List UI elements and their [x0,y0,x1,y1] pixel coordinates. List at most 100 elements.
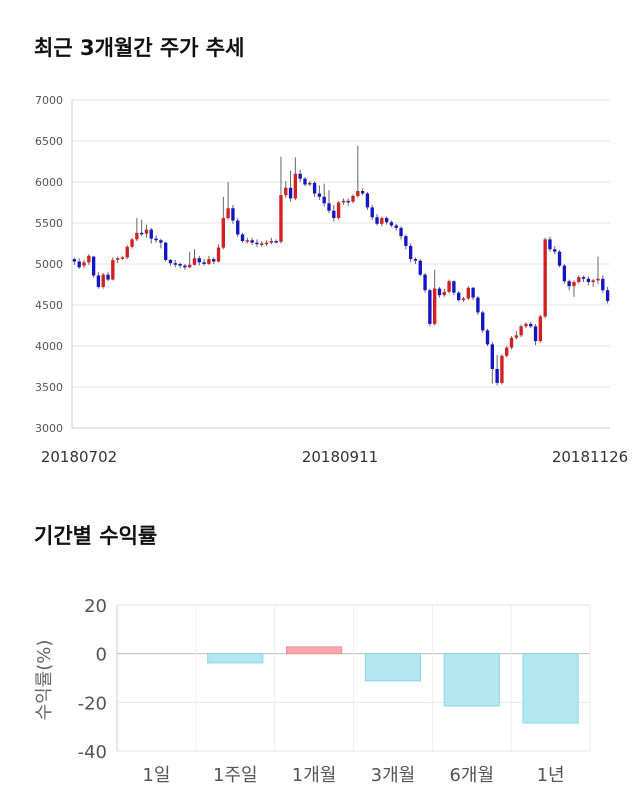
candle-body [87,255,91,263]
candle-body [538,316,543,342]
candle-body [216,247,221,262]
candle-body [476,297,480,313]
candle-body [605,290,610,301]
candle-body [428,290,432,324]
candle-body [197,258,201,263]
return-bar [443,653,500,707]
x-category-label: 1일 [142,765,170,786]
x-category-label: 6개월 [449,765,494,786]
candle-body [572,282,576,287]
x-category-label: 1개월 [292,765,337,786]
candle-body [591,280,595,283]
candle-body [130,239,134,247]
candle-body [269,241,274,243]
return-chart-title: 기간별 수익률 [34,524,158,548]
candle-body [365,193,370,208]
candle-body [601,278,605,291]
candle-body [557,251,562,266]
x-category-label: 1주일 [213,765,258,786]
candle-body [466,287,470,299]
candle-body [471,287,475,298]
candle-body [332,210,336,219]
candle-body [548,239,552,250]
candle-body [581,277,586,279]
candle-body [360,191,365,194]
candle-body [260,243,264,245]
candle-body [298,173,302,179]
x-category-label: 3개월 [371,765,416,786]
candle-body [221,218,225,248]
candle-body [413,259,418,261]
candle-body [404,236,408,246]
candle-body [288,187,293,199]
y-tick-label: 5500 [35,217,63,230]
candle-body [245,240,250,242]
x-category-label: 1년 [537,765,565,786]
candle-body [312,182,317,194]
candle-body [505,347,509,356]
y-tick-label: 7000 [35,94,63,107]
candle-body [596,278,600,281]
candle-body [577,277,581,283]
candle-body [250,240,254,243]
candle-body [202,262,206,264]
candle-body [346,200,350,203]
candle-body [212,259,216,262]
x-tick-label: 20180911 [302,448,378,466]
candle-body [192,258,197,265]
x-tick-label: 20180702 [41,448,117,466]
candle-body [96,275,101,287]
candle-body [461,298,466,301]
candle-body [432,288,437,324]
y-tick-label: 6500 [35,135,63,148]
candle-body [447,281,451,292]
return-bar [207,653,264,664]
candle-body [168,259,173,264]
candle-body [485,330,490,345]
candle-body [490,344,494,369]
return-bar [285,646,343,655]
candle-body [317,193,322,197]
candle-body [135,232,139,240]
y-tick-label: -20 [78,693,107,714]
candle-body [322,196,326,204]
y-tick-label: 4500 [35,299,63,312]
candle-body [399,227,403,237]
candle-body [500,355,504,383]
candle-body [255,242,259,245]
candle-body [163,242,168,260]
candle-body [380,218,384,224]
candle-body [125,246,129,258]
candle-body [293,173,298,199]
candle-body [173,263,177,265]
candle-body [149,229,153,239]
y-tick-label: 20 [84,596,107,617]
candle-body [356,191,360,196]
y-tick-label: -40 [78,742,107,763]
candle-body [91,256,96,276]
y-tick-label: 0 [96,645,107,666]
candle-body [452,281,456,293]
candle-body [423,274,427,291]
candle-body [481,312,485,331]
candle-body [524,323,528,327]
candle-body [529,323,533,327]
candle-body [303,178,307,185]
candle-body [514,335,519,338]
candle-body [111,259,115,280]
y-tick-label: 3000 [35,422,63,435]
candle-body [394,225,398,228]
candle-body [457,292,461,301]
candle-body [308,182,312,185]
candle-body [533,326,538,342]
y-tick-label: 5000 [35,258,63,271]
candle-body [437,288,442,296]
candle-body [284,187,288,196]
candle-body [82,262,86,266]
candle-body [231,208,235,221]
candle-body [144,229,149,234]
candle-body [543,239,547,317]
y-tick-label: 3500 [35,381,63,394]
candle-body [139,232,144,235]
